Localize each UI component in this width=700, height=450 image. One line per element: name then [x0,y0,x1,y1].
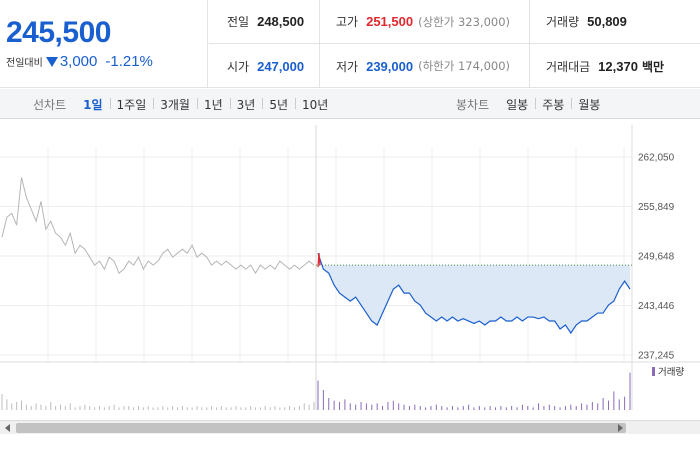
stat-label: 시가 [227,59,250,74]
scroll-left-arrow-icon[interactable] [0,421,14,434]
stat-unit: 백만 [641,59,665,74]
stat-value: 247,000 [257,58,305,74]
upper-limit: (상한가 323,000) [418,14,511,29]
period-3m[interactable]: 3개월 [153,96,197,113]
change-percent: -1.21% [105,53,153,70]
candle-daily[interactable]: 일봉 [506,98,529,112]
volume-legend-swatch [652,367,655,376]
series-today-line [317,252,631,335]
candle-weekly[interactable]: 주봉 [535,96,571,113]
horizontal-scrollbar[interactable] [0,420,700,434]
period-1y[interactable]: 1년 [196,96,230,113]
candle-chart-title: 봉차트 [456,98,490,112]
line-chart-periods: 선차트 1일 1주일 3개월 1년 3년 5년 10년 [33,96,335,113]
period-10y[interactable]: 10년 [295,96,335,113]
candle-monthly[interactable]: 월봉 [571,96,607,113]
stat-label: 거래대금 [546,59,591,74]
down-triangle-icon [45,56,58,67]
stat-open: 시가 247,000 [209,44,319,88]
lower-limit: (하한가 174,000) [418,59,511,73]
y-tick-label: 243,446 [638,301,675,312]
stat-value: 12,370 [598,58,638,74]
stat-label: 저가 [336,59,359,74]
period-5y[interactable]: 5년 [262,96,295,113]
volume-legend-label: 거래량 [658,366,684,378]
stat-value: 50,809 [587,14,627,29]
candle-chart-periods: 봉차트 일봉 주봉 월봉 [456,96,607,113]
stat-label: 거래량 [546,15,580,29]
stat-low: 저가 239,000 (하한가 174,000) [319,44,529,88]
period-1w[interactable]: 1주일 [109,96,154,113]
change-label: 전일대비 [6,58,43,69]
scrollbar-thumb[interactable] [16,423,626,433]
current-price: 245,500 [6,16,111,49]
stats-row-2: 시가 247,000 저가 239,000 (하한가 174,000) 거래대금… [209,44,700,88]
scroll-right-arrow-icon[interactable] [613,421,627,434]
y-tick-label: 249,648 [638,252,675,263]
series-prev-day-line [1,177,315,275]
change-value: 3,000 [59,53,98,70]
y-tick-label: 237,245 [638,351,675,362]
stat-prev-close: 전일 248,500 [209,0,319,43]
y-tick-label: 255,849 [638,202,675,213]
stat-label: 전일 [227,15,250,29]
line-chart-title: 선차트 [33,98,67,112]
price-chart[interactable]: 262,050 255,849 249,648 243,446 237,245 거래량 [0,120,700,420]
stat-value: 239,000 [366,58,414,74]
stat-volume: 거래량 50,809 [529,0,700,43]
price-change-row: 전일대비 3,000 -1.21% [6,53,153,70]
stat-trade-value: 거래대금 12,370 백만 [529,44,700,88]
series-today-up-segment [317,253,321,268]
stat-label: 고가 [336,15,359,29]
page-bottom [0,435,700,450]
stat-value: 248,500 [257,14,305,29]
price-chart-area[interactable]: 262,050 255,849 249,648 243,446 237,245 거래량 [0,120,700,420]
stat-value: 251,500 [366,14,414,29]
stats-row-1: 전일 248,500 고가 251,500 (상한가 323,000) 거래량 … [209,0,700,44]
y-tick-label: 262,050 [638,153,675,164]
period-1d[interactable]: 1일 [83,98,103,112]
chart-period-toolbar: 선차트 1일 1주일 3개월 1년 3년 5년 10년 봉차트 일봉 주봉 월봉 [0,89,700,119]
quote-header: 245,500 전일대비 3,000 -1.21% 전일 248,500 고가 … [0,0,700,88]
series-today-area [318,253,630,334]
stat-high: 고가 251,500 (상한가 323,000) [319,0,529,43]
current-price-panel: 245,500 전일대비 3,000 -1.21% [0,0,208,88]
period-3y[interactable]: 3년 [229,96,263,113]
